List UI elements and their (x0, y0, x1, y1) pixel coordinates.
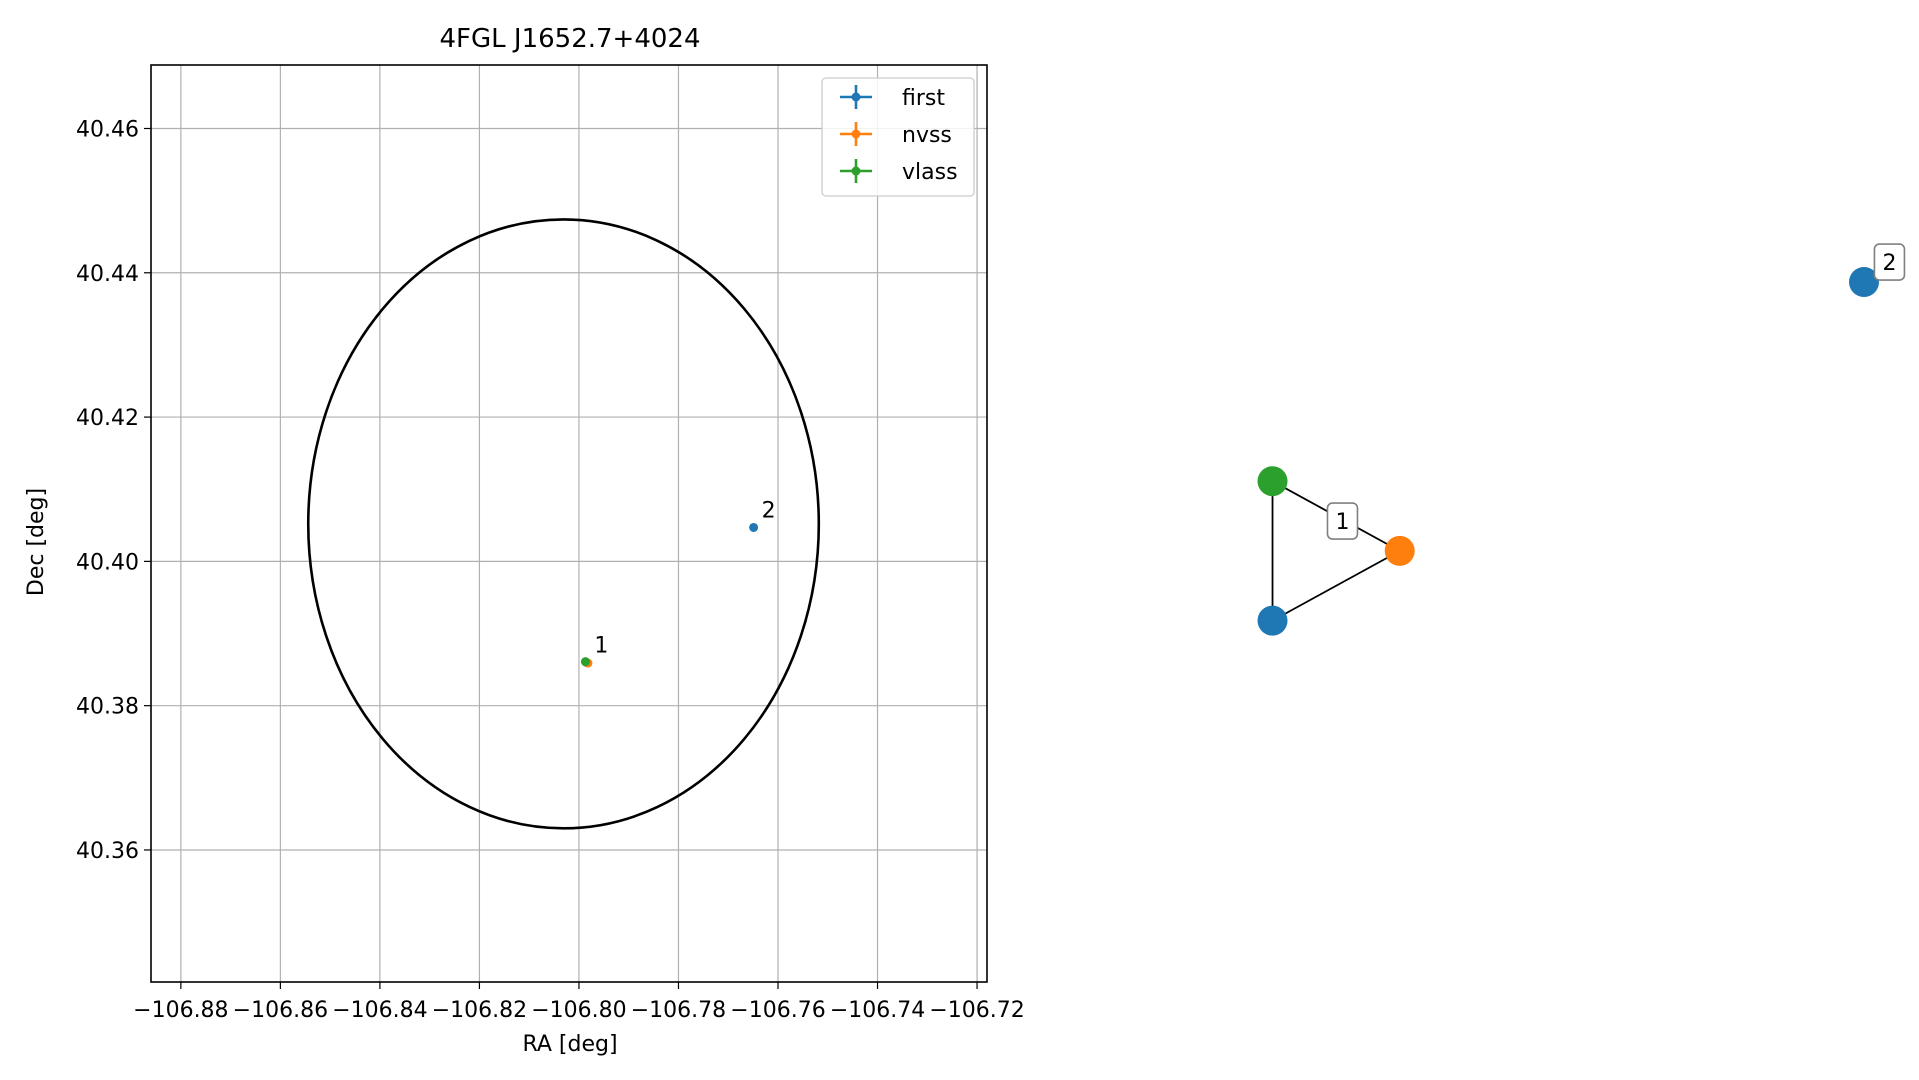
group-label-box (1873, 243, 1906, 281)
y-axis-ticks: 40.36 40.38 40.40 40.42 40.44 40.46 (76, 117, 151, 864)
group-label-1: 1 (1326, 502, 1359, 540)
legend-item-vlass: vlass (840, 159, 958, 185)
legend-item-nvss: nvss (840, 122, 952, 148)
group-label-text: 1 (1335, 510, 1349, 535)
y-axis-label: Dec [deg] (24, 488, 49, 596)
legend-items: first nvss vlass (840, 85, 958, 185)
legend-box (821, 77, 975, 197)
graph-edges (1271, 480, 1401, 622)
graph-edge (1272, 550, 1401, 622)
chart-title: 4FGL J1652.7+4024 (440, 24, 701, 54)
x-tick-label: −106.84 (332, 998, 427, 1023)
graph-node-vlass-1 (1257, 466, 1288, 497)
x-tick-label: −106.82 (432, 998, 527, 1023)
x-tick-label: −106.74 (830, 998, 925, 1023)
axes-frame (150, 64, 988, 983)
legend-label: first (902, 86, 945, 111)
legend: first nvss vlass (821, 77, 975, 197)
graph-nodes (1257, 267, 1879, 636)
graph-node-first-2 (1849, 267, 1879, 297)
first-point (749, 522, 759, 532)
group-label-2: 2 (1873, 243, 1906, 281)
y-tick-label: 40.38 (76, 695, 139, 720)
localization-ellipse (306, 218, 821, 830)
y-tick-label: 40.44 (76, 262, 139, 287)
point-annotations: 12 (594, 498, 775, 658)
group-label-text: 2 (1882, 251, 1896, 276)
annotation-label: 2 (762, 498, 776, 523)
y-tick-label: 40.40 (76, 550, 139, 575)
y-tick-label: 40.46 (76, 117, 139, 142)
legend-marker-dot (851, 166, 861, 176)
legend-label: nvss (902, 123, 952, 148)
graph-node-first-1 (1257, 605, 1288, 636)
x-axis-label: RA [deg] (522, 1032, 617, 1057)
x-tick-label: −106.76 (730, 998, 825, 1023)
group-label-box (1326, 502, 1359, 540)
legend-item-first: first (840, 85, 945, 111)
x-tick-label: −106.86 (233, 998, 328, 1023)
x-tick-label: −106.78 (631, 998, 726, 1023)
annotation-label: 1 (594, 633, 608, 658)
source-points (580, 522, 759, 668)
y-tick-label: 40.36 (76, 839, 139, 864)
x-tick-label: −106.88 (133, 998, 228, 1023)
legend-marker-dot (851, 92, 861, 102)
association-graph: 12 (1257, 243, 1906, 636)
vlass-point (580, 657, 590, 667)
sky-position-plot: 4FGL J1652.7+4024 12 −106.88 −106.86 −106.… (24, 24, 1025, 1057)
error-ellipse (306, 218, 821, 830)
grid-lines (151, 65, 987, 982)
legend-label: vlass (902, 160, 958, 185)
x-tick-label: −106.72 (929, 998, 1024, 1023)
graph-group-labels: 12 (1326, 243, 1906, 540)
y-tick-label: 40.42 (76, 406, 139, 431)
legend-marker-dot (851, 129, 861, 139)
graph-node-nvss-1 (1384, 535, 1415, 566)
x-tick-label: −106.80 (531, 998, 626, 1023)
x-axis-ticks: −106.88 −106.86 −106.84 −106.82 −106.80 −106.… (133, 982, 1025, 1023)
